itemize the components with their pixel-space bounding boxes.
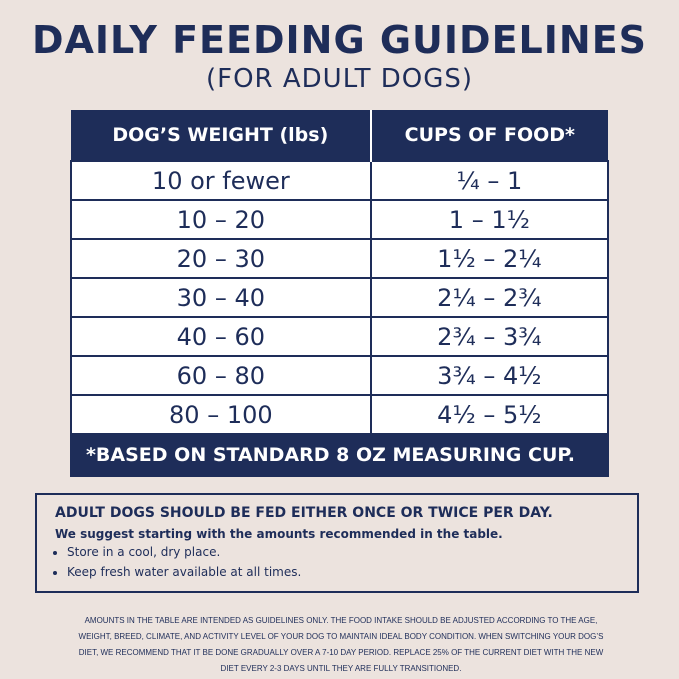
title: DAILY FEEDING GUIDELINES [31, 18, 648, 62]
table-row: 40 – 60 2¾ – 3¾ [70, 316, 610, 357]
bullet-list: Store in a cool, dry place. Keep fresh wa… [55, 545, 619, 579]
bullet: Keep fresh water available at all times. [67, 565, 619, 579]
subtitle: (FOR ADULT DOGS) [205, 64, 474, 94]
footnote: *BASED ON STANDARD 8 OZ MEASURING CUP. [70, 433, 609, 477]
table-cell: 2¼ – 2¾ [369, 277, 610, 318]
table-cell: ¼ – 1 [369, 160, 610, 201]
feeding-table: DOG’S WEIGHT (lbs) CUPS OF FOOD* 10 or few… [70, 110, 610, 477]
bullet: Store in a cool, dry place. [67, 545, 619, 559]
table-row: 10 – 20 1 – 1½ [70, 199, 610, 240]
table-cell: 10 – 20 [70, 199, 372, 240]
table-row: 80 – 100 4½ – 5½ [70, 394, 610, 435]
table-row: 60 – 80 3¾ – 4½ [70, 355, 610, 396]
table-cell: 1½ – 2¼ [369, 238, 610, 279]
table-row: 30 – 40 2¼ – 2¾ [70, 277, 610, 318]
column-header: DOG’S WEIGHT (lbs) [71, 110, 372, 161]
table-cell: 3¾ – 4½ [369, 355, 610, 396]
table-cell: 30 – 40 [70, 277, 372, 318]
notes-intro: We suggest starting with the amounts rec… [55, 527, 503, 541]
notes-heading: ADULT DOGS SHOULD BE FED EITHER ONCE OR … [55, 505, 553, 521]
notes-box: ADULT DOGS SHOULD BE FED EITHER ONCE OR … [35, 493, 639, 593]
table-cell: 20 – 30 [70, 238, 372, 279]
table-cell: 2¾ – 3¾ [369, 316, 610, 357]
column-header: CUPS OF FOOD* [370, 110, 608, 161]
table-cell: 4½ – 5½ [369, 394, 610, 435]
table-cell: 60 – 80 [70, 355, 372, 396]
table-row: 10 or fewer ¼ – 1 [70, 160, 610, 201]
table-cell: 10 or fewer [70, 160, 372, 201]
table-row: 20 – 30 1½ – 2¼ [70, 238, 610, 279]
table-cell: 40 – 60 [70, 316, 372, 357]
footnote-row: *BASED ON STANDARD 8 OZ MEASURING CUP. [70, 433, 609, 477]
table-cell: 80 – 100 [70, 394, 372, 435]
table-cell: 1 – 1½ [369, 199, 610, 240]
disclaimer: AMOUNTS IN THE TABLE ARE INTENDED AS GUI… [78, 615, 604, 673]
